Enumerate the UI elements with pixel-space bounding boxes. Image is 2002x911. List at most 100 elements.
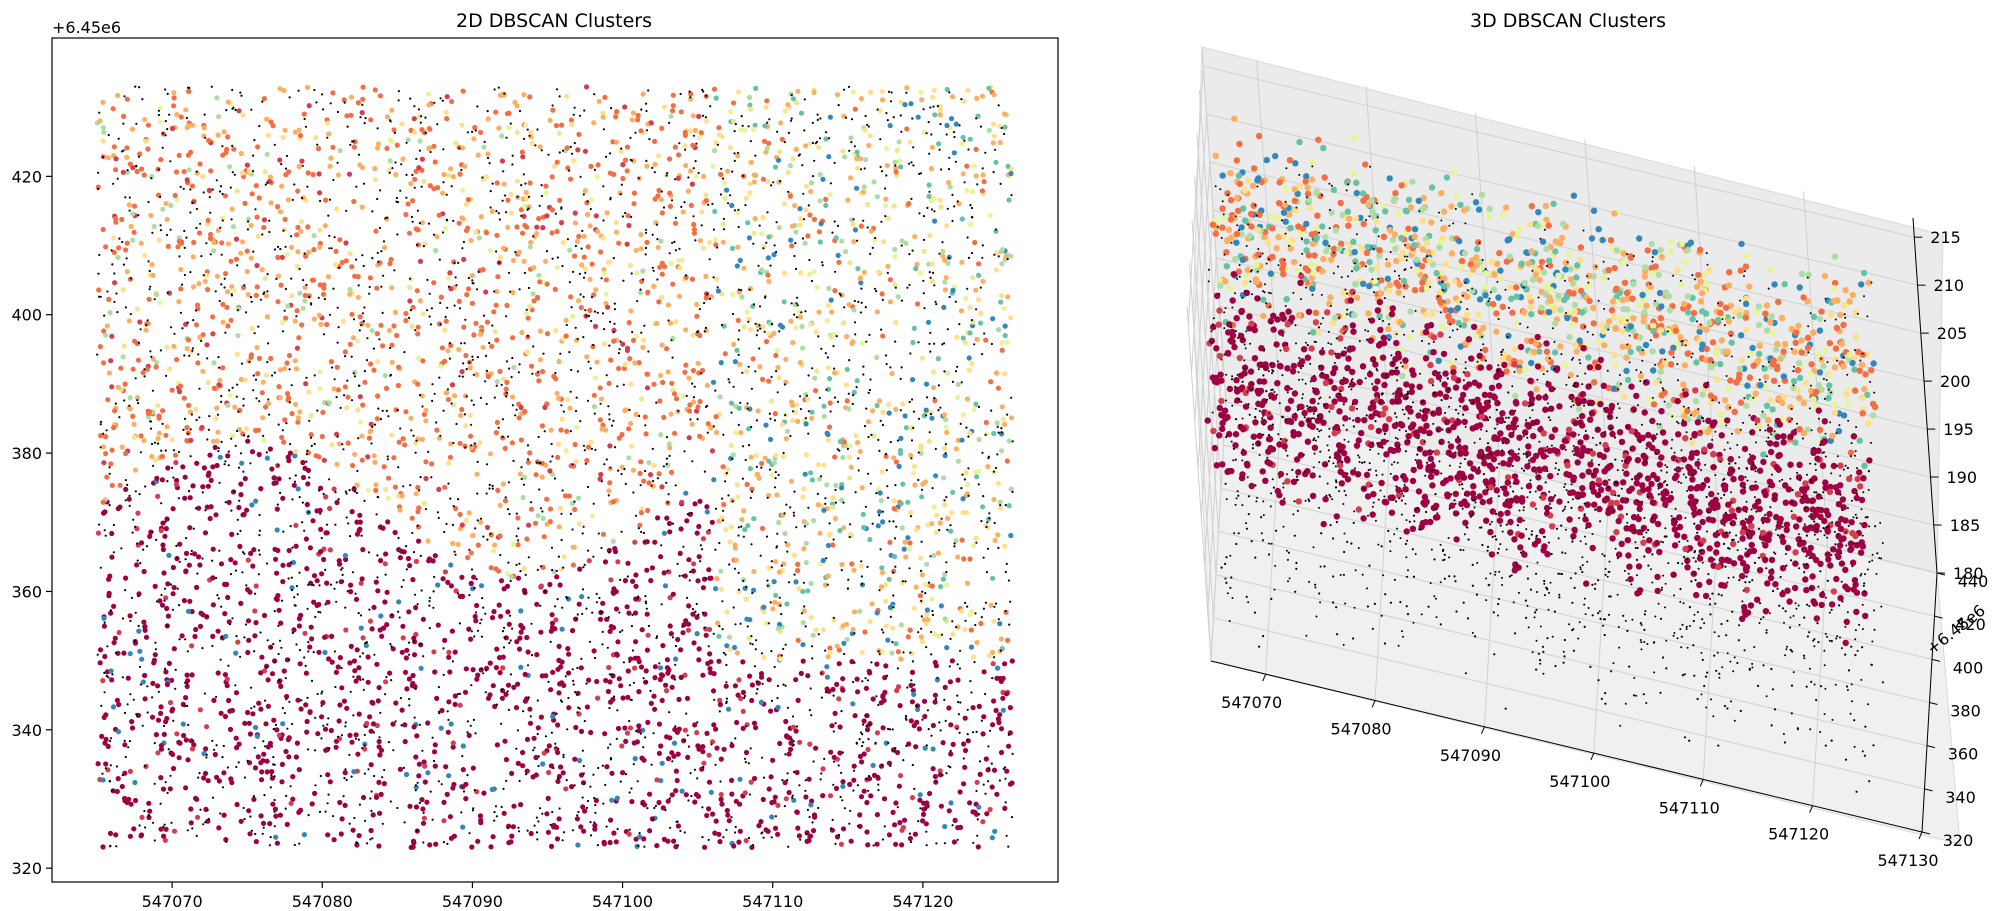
noise-point bbox=[400, 163, 403, 166]
cluster-point bbox=[155, 683, 161, 689]
noise-point bbox=[344, 725, 347, 728]
cluster-point bbox=[447, 669, 453, 675]
noise-point bbox=[418, 801, 421, 805]
cluster-point bbox=[796, 586, 802, 592]
cluster-point bbox=[541, 750, 547, 756]
noise-point bbox=[456, 692, 460, 696]
cluster-point bbox=[427, 183, 433, 189]
cluster-point bbox=[647, 828, 653, 834]
cluster-point bbox=[857, 275, 863, 282]
cluster-point bbox=[868, 89, 874, 96]
cluster-point bbox=[350, 827, 356, 833]
cluster-point bbox=[854, 149, 860, 155]
cluster-point bbox=[232, 560, 238, 566]
cluster-point bbox=[581, 828, 587, 834]
cluster-point bbox=[190, 284, 197, 290]
noise-point bbox=[956, 727, 959, 730]
noise-point bbox=[691, 608, 695, 611]
cluster-point bbox=[737, 361, 743, 367]
noise-point bbox=[330, 366, 334, 369]
cluster-point bbox=[101, 328, 107, 334]
cluster-point bbox=[500, 665, 506, 671]
noise-point bbox=[219, 658, 222, 661]
cluster-point bbox=[961, 741, 967, 747]
noise-point bbox=[637, 844, 640, 847]
cluster-point bbox=[683, 274, 689, 280]
cluster-point bbox=[220, 365, 226, 371]
cluster-point bbox=[897, 820, 903, 826]
cluster-point bbox=[425, 720, 431, 726]
noise-point bbox=[384, 217, 387, 220]
cluster-point bbox=[852, 227, 859, 233]
cluster-point bbox=[514, 639, 520, 645]
cluster-point bbox=[634, 270, 640, 276]
noise-point bbox=[392, 749, 395, 752]
cluster-point bbox=[334, 461, 340, 467]
cluster-point bbox=[286, 547, 292, 554]
noise-point bbox=[939, 123, 942, 126]
cluster-point bbox=[227, 392, 233, 398]
cluster-point bbox=[569, 121, 575, 127]
cluster-point bbox=[685, 621, 692, 627]
cluster-point bbox=[275, 299, 281, 305]
cluster-point bbox=[376, 843, 382, 849]
cluster-point bbox=[999, 261, 1005, 267]
noise-point bbox=[471, 130, 474, 133]
noise-point bbox=[371, 257, 374, 260]
noise-point bbox=[414, 687, 417, 691]
cluster-point bbox=[373, 579, 379, 585]
cluster-point bbox=[967, 330, 973, 336]
cluster-point bbox=[508, 210, 514, 216]
noise-point bbox=[786, 772, 789, 775]
cluster-point bbox=[768, 321, 774, 327]
cluster-point bbox=[178, 114, 184, 120]
cluster-point bbox=[680, 630, 686, 636]
noise-point bbox=[722, 651, 726, 655]
cluster-point bbox=[206, 187, 212, 193]
cluster-point bbox=[357, 394, 363, 400]
noise-point bbox=[847, 85, 851, 88]
cluster-point bbox=[226, 499, 232, 505]
cluster-point bbox=[910, 377, 916, 383]
cluster-point bbox=[895, 294, 901, 300]
cluster-point bbox=[273, 834, 279, 840]
cluster-point bbox=[929, 415, 935, 421]
cluster-point bbox=[224, 676, 230, 682]
cluster-point bbox=[696, 657, 702, 663]
noise-point bbox=[620, 147, 623, 150]
cluster-point bbox=[261, 612, 268, 619]
cluster-point bbox=[582, 266, 588, 272]
cluster-point bbox=[645, 507, 651, 514]
cluster-point bbox=[254, 345, 260, 351]
cluster-point bbox=[183, 737, 189, 743]
cluster-point bbox=[527, 450, 533, 456]
cluster-point bbox=[990, 316, 996, 322]
cluster-point bbox=[572, 220, 579, 226]
noise-point bbox=[764, 295, 767, 298]
noise-point bbox=[603, 328, 606, 331]
noise-point bbox=[743, 757, 747, 760]
cluster-point bbox=[706, 567, 712, 573]
cluster-point bbox=[668, 631, 674, 637]
noise-point bbox=[760, 466, 763, 469]
cluster-point bbox=[527, 706, 533, 712]
noise-point bbox=[174, 687, 177, 690]
cluster-point bbox=[892, 554, 898, 560]
cluster-point bbox=[613, 229, 620, 235]
cluster-point bbox=[210, 314, 216, 320]
cluster-point bbox=[991, 430, 997, 437]
cluster-point bbox=[371, 604, 377, 611]
cluster-point bbox=[208, 231, 214, 238]
noise-point bbox=[874, 236, 877, 240]
cluster-point bbox=[694, 408, 700, 414]
cluster-point bbox=[764, 145, 770, 151]
cluster-point bbox=[702, 844, 708, 850]
noise-point bbox=[986, 521, 989, 524]
cluster-point bbox=[760, 796, 766, 803]
cluster-point bbox=[431, 280, 437, 286]
cluster-point bbox=[668, 113, 674, 119]
cluster-point bbox=[960, 496, 966, 502]
noise-point bbox=[616, 385, 619, 388]
cluster-point bbox=[820, 176, 826, 182]
noise-point bbox=[770, 566, 773, 569]
